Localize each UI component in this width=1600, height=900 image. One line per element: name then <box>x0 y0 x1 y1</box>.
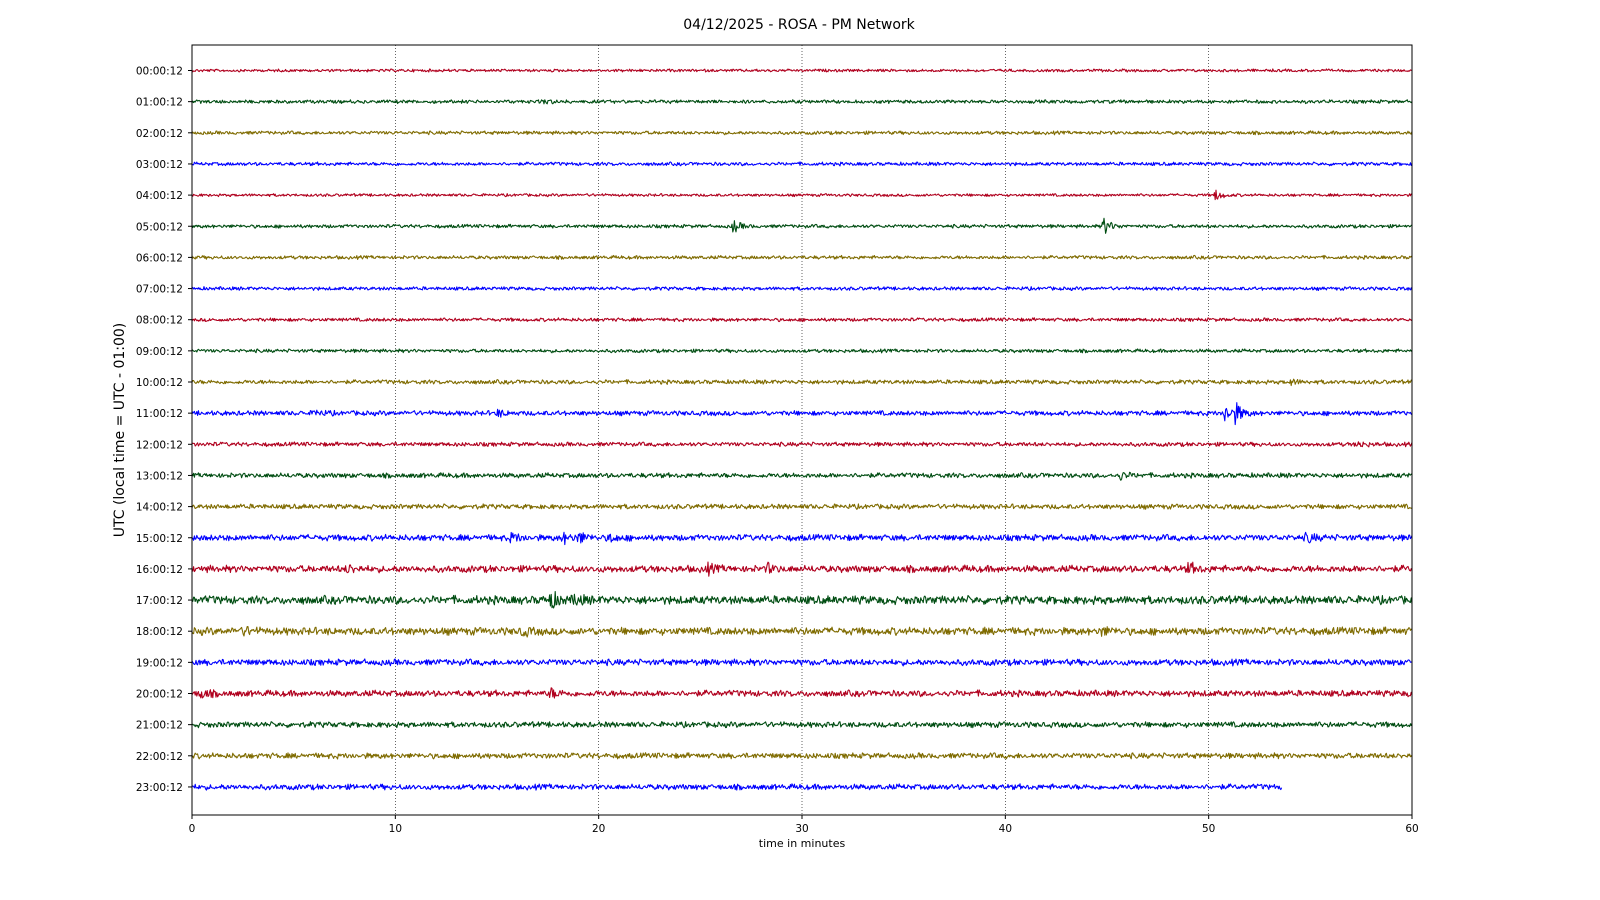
y-tick-label: 00:00:12 <box>136 66 183 78</box>
y-tick-label: 02:00:12 <box>136 128 183 140</box>
y-tick-label: 13:00:12 <box>136 470 183 482</box>
y-tick-label: 01:00:12 <box>136 97 183 109</box>
trace-18-00-12 <box>191 625 1413 638</box>
trace-10-00-12 <box>191 378 1413 387</box>
y-tick-label: 09:00:12 <box>136 346 183 358</box>
trace-21-00-12 <box>191 721 1413 729</box>
y-tick-label: 07:00:12 <box>136 284 183 296</box>
y-axis-label: UTC (local time = UTC - 01:00) <box>112 323 128 538</box>
y-tick-label: 17:00:12 <box>136 595 183 607</box>
x-tick-label: 50 <box>1202 823 1215 835</box>
trace-20-00-12 <box>191 687 1413 699</box>
trace-17-00-12 <box>191 590 1413 609</box>
x-tick-label: 30 <box>795 823 808 835</box>
y-tick-label: 10:00:12 <box>136 377 183 389</box>
grid-lines <box>395 45 1209 815</box>
y-tick-label: 11:00:12 <box>136 408 183 420</box>
x-axis-ticks: 0 10 20 30 40 50 60 <box>189 815 1419 835</box>
trace-00-00-12 <box>191 68 1413 73</box>
y-tick-label: 21:00:12 <box>136 720 183 732</box>
y-tick-label: 23:00:12 <box>136 782 183 794</box>
trace-09-00-12 <box>191 348 1413 354</box>
trace-14-00-12 <box>191 503 1413 510</box>
trace-05-00-12 <box>191 217 1413 234</box>
y-tick-label: 08:00:12 <box>136 315 183 327</box>
trace-04-00-12 <box>191 189 1413 201</box>
seismic-traces <box>191 68 1413 791</box>
trace-11-00-12 <box>191 402 1413 426</box>
x-tick-label: 0 <box>189 823 196 835</box>
x-tick-label: 20 <box>592 823 605 835</box>
trace-22-00-12 <box>191 752 1413 760</box>
trace-19-00-12 <box>191 658 1413 667</box>
y-tick-label: 16:00:12 <box>136 564 183 576</box>
y-tick-label: 03:00:12 <box>136 159 183 171</box>
y-tick-label: 04:00:12 <box>136 190 183 202</box>
trace-23-00-12 <box>191 783 1283 791</box>
chart-title: 04/12/2025 - ROSA - PM Network <box>683 17 915 33</box>
x-tick-label: 60 <box>1405 823 1418 835</box>
x-axis-label: time in minutes <box>759 837 846 850</box>
trace-13-00-12 <box>191 471 1413 481</box>
trace-08-00-12 <box>191 317 1413 323</box>
y-tick-label: 14:00:12 <box>136 502 183 514</box>
trace-06-00-12 <box>191 254 1413 260</box>
trace-03-00-12 <box>191 161 1413 167</box>
y-tick-label: 05:00:12 <box>136 221 183 233</box>
y-axis-ticks: 00:00:12 01:00:12 02:00:12 03:00:12 04:00:12… <box>136 66 192 794</box>
y-tick-label: 06:00:12 <box>136 252 183 264</box>
y-tick-label: 15:00:12 <box>136 533 183 545</box>
y-tick-label: 18:00:12 <box>136 626 183 638</box>
trace-02-00-12 <box>191 130 1413 136</box>
y-tick-label: 20:00:12 <box>136 689 183 701</box>
y-tick-label: 22:00:12 <box>136 751 183 763</box>
trace-12-00-12 <box>191 441 1413 448</box>
x-tick-label: 40 <box>999 823 1012 835</box>
trace-16-00-12 <box>191 561 1413 577</box>
y-tick-label: 19:00:12 <box>136 657 183 669</box>
plot-frame <box>191 44 1413 816</box>
x-tick-label: 10 <box>389 823 402 835</box>
trace-01-00-12 <box>191 99 1413 105</box>
trace-07-00-12 <box>191 286 1413 292</box>
y-tick-label: 12:00:12 <box>136 439 183 451</box>
trace-15-00-12 <box>191 531 1413 546</box>
